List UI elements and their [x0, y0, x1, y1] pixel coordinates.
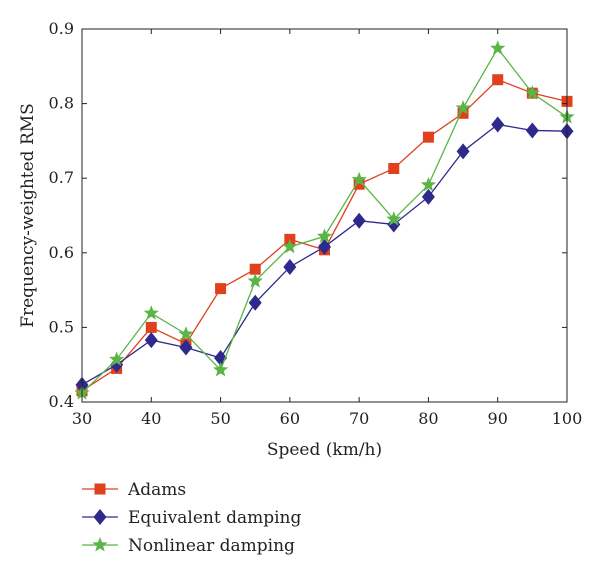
data-point-2-11 [455, 100, 471, 115]
y-tick-label-3: 0.7 [49, 168, 74, 187]
data-point-2-4 [212, 361, 229, 377]
data-point-2-7 [316, 228, 333, 243]
x-tick-label-3: 60 [280, 409, 300, 428]
data-point-0-11 [457, 107, 469, 119]
plot-area [74, 40, 575, 400]
x-axis-label: Speed (km/h) [267, 440, 382, 460]
data-point-2-1 [109, 351, 125, 366]
axes: 30 40 50 60 70 80 90 100 0.4 0.5 0.6 0.7 0.8 0.9 Speed… [18, 19, 582, 460]
data-point-0-9 [388, 163, 400, 175]
data-point-1-5 [248, 294, 262, 311]
legend-marker-0 [94, 483, 106, 495]
data-point-1-12 [491, 116, 505, 133]
data-point-0-12 [492, 74, 504, 86]
legend-label-1: Equivalent damping [128, 508, 302, 528]
y-axis-label: Frequency-weighted RMS [18, 103, 38, 328]
legend: Adams Equivalent damping Nonlinear damping [82, 480, 302, 556]
data-point-0-2 [145, 321, 157, 333]
data-point-1-11 [456, 143, 470, 160]
data-point-0-10 [422, 131, 434, 143]
data-point-2-5 [247, 273, 263, 288]
data-point-2-8 [351, 171, 367, 187]
y-tick-label-0: 0.4 [49, 392, 74, 411]
data-point-1-3 [179, 339, 193, 356]
data-point-2-6 [282, 238, 298, 254]
data-point-1-7 [318, 238, 331, 255]
data-point-0-5 [249, 263, 261, 275]
x-tick-label-7: 100 [552, 409, 583, 428]
y-tick-label-1: 0.5 [49, 317, 74, 336]
data-point-1-6 [283, 258, 297, 275]
data-point-1-10 [421, 188, 435, 205]
legend-marker-1 [93, 509, 107, 525]
data-point-2-9 [386, 211, 402, 226]
x-tick-label-1: 40 [141, 409, 161, 428]
legend-label-0: Adams [127, 480, 186, 500]
x-tick-label-5: 80 [418, 409, 438, 428]
data-point-1-13 [525, 122, 539, 139]
x-tick-label-6: 90 [488, 409, 508, 428]
y-tick-label-4: 0.8 [49, 94, 74, 113]
x-tick-label-4: 70 [349, 409, 369, 428]
data-point-1-2 [144, 332, 158, 349]
y-tick-label-5: 0.9 [49, 19, 74, 38]
data-point-2-13 [524, 85, 540, 100]
data-point-2-3 [178, 326, 194, 341]
x-tick-label-2: 50 [210, 409, 230, 428]
legend-label-2: Nonlinear damping [128, 536, 295, 556]
plot-frame [81, 28, 568, 403]
data-point-0-8 [353, 178, 365, 190]
data-point-1-8 [352, 212, 366, 229]
data-point-2-12 [490, 40, 506, 55]
legend-marker-2 [92, 537, 108, 552]
data-point-2-2 [143, 305, 159, 320]
y-tick-label-2: 0.6 [49, 243, 74, 262]
x-tick-label-0: 30 [72, 409, 92, 428]
data-point-0-4 [215, 283, 227, 295]
data-point-2-10 [420, 176, 437, 192]
